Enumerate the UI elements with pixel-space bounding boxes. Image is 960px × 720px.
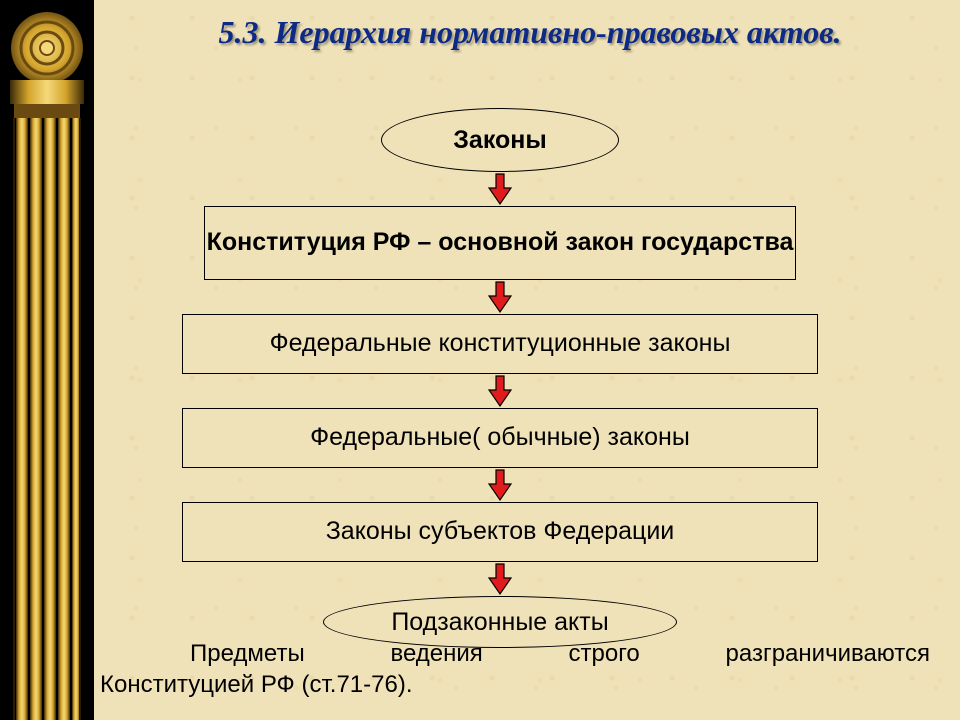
column-svg: [0, 0, 94, 720]
node-laws-label: Законы: [453, 126, 546, 155]
caption-text: Предметы ведения строго разграничиваются…: [100, 638, 930, 700]
node-federal-constitutional-laws: Федеральные конституционные законы: [182, 314, 818, 374]
arrow-icon: [487, 374, 513, 408]
caption-line-2: Конституцией РФ (ст.71-76).: [100, 671, 413, 698]
arrow-icon: [487, 172, 513, 206]
node-fl-label: Федеральные( обычные) законы: [310, 422, 690, 453]
arrow-icon: [487, 468, 513, 502]
arrow-icon: [487, 562, 513, 596]
caption-line-1: Предметы ведения строго разграничиваются: [100, 638, 930, 669]
ionic-column-decoration: [0, 0, 94, 720]
node-constitution: Конституция РФ – основной закон государс…: [204, 206, 796, 280]
node-constitution-label: Конституция РФ – основной закон государс…: [207, 227, 794, 258]
node-fcl-label: Федеральные конституционные законы: [270, 328, 731, 359]
node-federal-laws: Федеральные( обычные) законы: [182, 408, 818, 468]
node-laws: Законы: [381, 108, 619, 172]
node-subject-laws: Законы субъектов Федерации: [182, 502, 818, 562]
node-sublegal-label: Подзаконные акты: [391, 608, 608, 637]
arrow-icon: [487, 280, 513, 314]
node-sl-label: Законы субъектов Федерации: [326, 516, 675, 547]
slide-title: 5.3. Иерархия нормативно-правовых актов.: [140, 14, 920, 51]
hierarchy-diagram: Законы Конституция РФ – основной закон г…: [140, 108, 860, 648]
